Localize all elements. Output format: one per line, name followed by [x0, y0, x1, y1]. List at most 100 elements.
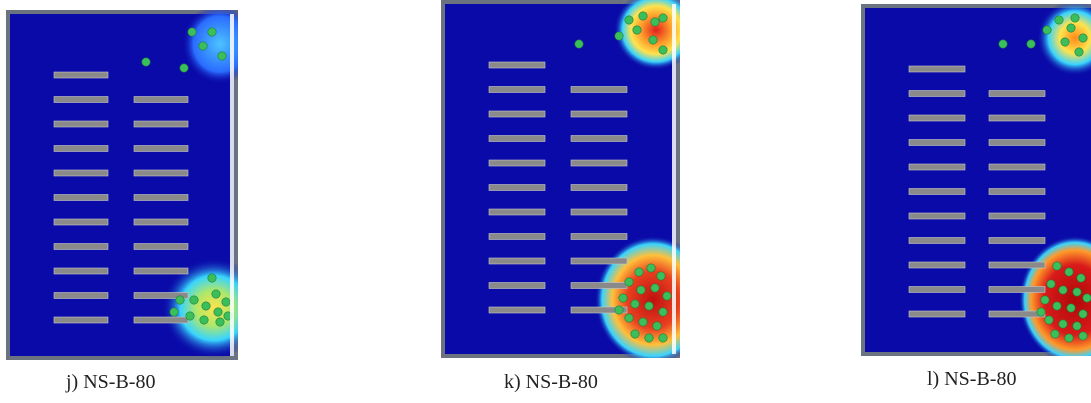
particle: [644, 333, 654, 343]
particle: [1054, 15, 1064, 25]
particle: [658, 13, 668, 23]
bar-left: [908, 139, 966, 146]
particle: [638, 317, 648, 327]
bar-left: [53, 96, 109, 103]
bar-right: [133, 120, 189, 128]
particle: [141, 57, 151, 67]
particle: [662, 291, 672, 301]
particle: [198, 41, 208, 51]
bar-left: [53, 120, 109, 128]
particle: [1078, 33, 1088, 43]
bar-left: [53, 292, 109, 299]
particle-group: [574, 11, 672, 343]
bar-right: [570, 86, 628, 93]
particle: [1064, 333, 1074, 343]
panel-caption-l: l) NS-B-80: [927, 368, 1017, 390]
particle: [1060, 37, 1070, 47]
particle: [1050, 329, 1060, 339]
particle: [1072, 287, 1082, 297]
bar-left: [908, 212, 966, 220]
particle: [650, 283, 660, 293]
bar-column-left: [908, 65, 966, 318]
bar-left: [53, 194, 109, 201]
bar-right: [988, 286, 1046, 293]
bar-right: [570, 208, 628, 216]
particle: [638, 11, 648, 21]
field-plot-j: [6, 10, 238, 360]
bar-left: [488, 159, 546, 167]
outlet-edge: [672, 4, 676, 354]
bar-right: [133, 145, 189, 152]
particle: [1044, 315, 1054, 325]
bar-right: [570, 233, 628, 240]
particle: [169, 307, 179, 317]
hotspot-top-right: [182, 10, 238, 84]
particle: [1026, 39, 1036, 49]
particle: [179, 63, 189, 73]
bar-right: [570, 257, 628, 265]
bar-right: [133, 267, 189, 275]
particle: [658, 45, 668, 55]
bar-right: [988, 139, 1046, 146]
bar-left: [488, 208, 546, 216]
particle: [646, 263, 656, 273]
bar-column-left: [488, 61, 546, 314]
particle: [189, 295, 199, 305]
particle: [207, 27, 217, 37]
bar-right: [133, 243, 189, 250]
bar-left: [488, 110, 546, 118]
particle: [199, 315, 209, 325]
bar-left: [488, 282, 546, 289]
bar-column-right: [133, 96, 189, 324]
particle: [658, 307, 668, 317]
particle: [1064, 267, 1074, 277]
particle: [1074, 47, 1084, 57]
particle: [221, 297, 231, 307]
particle: [1036, 307, 1046, 317]
bar-column-right: [570, 86, 628, 314]
bar-left: [53, 71, 109, 79]
bar-left: [488, 257, 546, 265]
particle: [1066, 23, 1076, 33]
particle: [624, 15, 634, 25]
simulation-panel-l: [861, 4, 1091, 356]
particle: [211, 289, 221, 299]
particle: [185, 311, 195, 321]
bar-right: [133, 169, 189, 177]
particle: [1058, 285, 1068, 295]
bar-right: [133, 96, 189, 103]
panel-caption-k: k) NS-B-80: [504, 371, 598, 393]
bar-right: [570, 135, 628, 142]
particle: [624, 313, 634, 323]
particle: [1042, 25, 1052, 35]
particle: [648, 35, 658, 45]
particle: [1072, 321, 1082, 331]
bar-right: [988, 212, 1046, 220]
bar-left: [488, 61, 546, 69]
particle: [624, 277, 634, 287]
particle: [1070, 13, 1080, 23]
bar-left: [488, 184, 546, 191]
particle: [632, 25, 642, 35]
hotspot-bottom-right: [162, 258, 238, 358]
particle: [636, 285, 646, 295]
bar-right: [988, 188, 1046, 195]
particle: [175, 295, 185, 305]
particle: [1078, 331, 1088, 341]
field-plot-l: [861, 4, 1091, 356]
bar-right: [570, 110, 628, 118]
particle: [998, 39, 1008, 49]
bar-left: [53, 145, 109, 152]
bar-right: [988, 90, 1046, 97]
bar-left: [908, 261, 966, 269]
particle: [634, 267, 644, 277]
particle: [618, 293, 628, 303]
outlet-edge: [230, 14, 234, 356]
particle: [215, 317, 225, 327]
bar-right: [988, 114, 1046, 122]
bar-column-right: [988, 90, 1046, 318]
bar-left: [488, 306, 546, 314]
panel-caption-j: j) NS-B-80: [66, 371, 156, 393]
bar-column-left: [53, 71, 109, 324]
particle: [1052, 261, 1062, 271]
